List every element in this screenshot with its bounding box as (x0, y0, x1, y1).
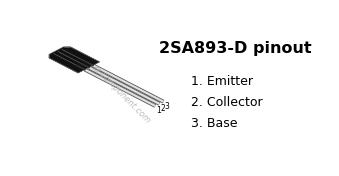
Text: 2SA893-D pinout: 2SA893-D pinout (159, 41, 312, 56)
Text: 1. Emitter: 1. Emitter (191, 75, 253, 88)
Text: 2: 2 (160, 104, 165, 113)
Text: el-component.com: el-component.com (91, 64, 152, 125)
Polygon shape (49, 47, 100, 73)
Text: 2. Collector: 2. Collector (191, 96, 262, 109)
Text: 3: 3 (164, 102, 169, 111)
Text: 1: 1 (156, 106, 161, 115)
Text: 3. Base: 3. Base (191, 117, 237, 130)
